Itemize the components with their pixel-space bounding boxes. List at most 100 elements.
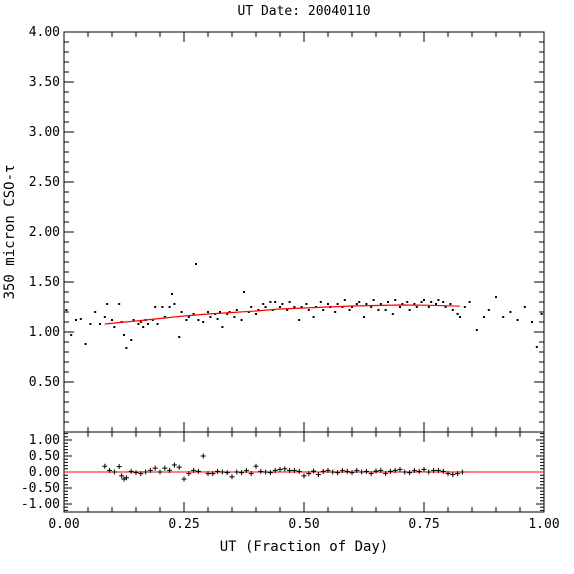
residual-point xyxy=(320,468,326,474)
residual-point xyxy=(335,470,341,476)
top-data-point xyxy=(531,321,533,323)
bottom-y-tick-label: -1.00 xyxy=(21,497,60,512)
residual-point xyxy=(200,453,206,459)
top-data-point xyxy=(65,309,68,311)
top-data-point xyxy=(516,319,519,321)
residual-point xyxy=(330,469,336,475)
top-data-point xyxy=(391,313,394,315)
top-data-point xyxy=(163,316,166,318)
bottom-ticks xyxy=(63,432,545,512)
residual-point xyxy=(224,470,230,476)
top-data-point xyxy=(137,323,140,325)
residual-point xyxy=(354,467,360,473)
residual-point xyxy=(445,471,451,477)
residual-point xyxy=(123,475,129,481)
top-data-point xyxy=(387,301,389,303)
top-data-point xyxy=(370,306,373,308)
top-y-tick-label: 0.50 xyxy=(29,375,60,390)
top-data-point xyxy=(274,301,277,303)
top-data-point xyxy=(540,313,543,315)
top-data-point xyxy=(427,306,430,308)
residual-point xyxy=(248,471,254,477)
residual-point xyxy=(171,462,177,468)
top-data-point xyxy=(195,263,197,265)
top-data-point xyxy=(343,299,346,301)
x-tick-label: 0.00 xyxy=(48,517,79,532)
chart-title: UT Date: 20040110 xyxy=(237,4,370,19)
x-tick-label: 0.75 xyxy=(408,517,439,532)
residual-point xyxy=(459,469,465,475)
residual-point xyxy=(378,467,384,473)
top-data-point xyxy=(444,306,447,308)
top-data-point xyxy=(197,319,200,321)
top-y-tick-label: 2.50 xyxy=(29,175,60,190)
top-data-point xyxy=(171,293,173,295)
top-data-point xyxy=(394,299,397,301)
residual-point xyxy=(315,472,321,478)
top-data-point xyxy=(406,301,409,303)
residual-point xyxy=(176,464,182,470)
top-ticks xyxy=(63,31,545,433)
top-y-tick-label: 2.00 xyxy=(29,225,60,240)
residual-point xyxy=(455,471,461,477)
top-data-point xyxy=(451,309,454,311)
top-data-point xyxy=(240,319,243,321)
residual-point xyxy=(344,468,350,474)
top-data-point xyxy=(336,303,339,305)
residual-point xyxy=(440,468,446,474)
top-data-point xyxy=(442,301,445,303)
x-tick-label: 0.50 xyxy=(288,517,319,532)
top-y-tick-label: 3.00 xyxy=(29,125,60,140)
x-tick-label: 1.00 xyxy=(528,517,559,532)
residual-point xyxy=(287,467,293,473)
residual-point xyxy=(431,467,437,473)
bottom-panel: UT (Fraction of Day) -1.00-0.500.000.501… xyxy=(21,431,560,555)
residual-point xyxy=(282,466,288,472)
top-data-point xyxy=(487,309,490,311)
top-data-point xyxy=(180,311,183,313)
top-plot-frame xyxy=(63,31,545,433)
top-y-tick-label: 1.00 xyxy=(29,325,60,340)
residual-point xyxy=(143,469,149,475)
top-data-point xyxy=(279,306,281,308)
y-axis-label: 350 micron CSO-τ xyxy=(2,165,18,300)
top-tick-labels: 1.00 1.50 2.00 2.50 3.00 3.50 4.00 0.50 xyxy=(29,25,60,390)
residual-point xyxy=(373,468,379,474)
top-data-point xyxy=(399,306,401,308)
bottom-y-tick-label: 0.50 xyxy=(29,449,60,464)
top-data-point xyxy=(355,303,358,305)
top-data-point xyxy=(89,323,92,325)
top-data-point xyxy=(103,316,106,318)
top-data-point xyxy=(185,319,188,321)
top-data-point xyxy=(351,306,353,308)
top-data-point xyxy=(187,316,190,318)
top-data-point xyxy=(243,291,245,293)
top-data-point xyxy=(228,311,231,313)
residual-point xyxy=(128,468,134,474)
residual-point xyxy=(186,471,192,477)
residual-point xyxy=(296,468,302,474)
top-data-point xyxy=(219,311,221,313)
top-data-point xyxy=(79,318,82,320)
top-data-point xyxy=(463,306,466,308)
top-data-point xyxy=(154,306,157,308)
residual-point xyxy=(219,469,225,475)
residual-point xyxy=(277,466,283,472)
residual-point xyxy=(191,467,197,473)
top-data-point xyxy=(408,309,411,311)
top-data-point xyxy=(235,309,238,311)
residual-point xyxy=(387,468,393,474)
top-data-point xyxy=(468,301,471,303)
top-data-point xyxy=(293,306,296,308)
fit-line xyxy=(104,304,461,325)
top-data-point xyxy=(437,299,440,301)
top-data-point xyxy=(307,309,310,311)
residual-point xyxy=(272,467,278,473)
top-data-point xyxy=(123,334,125,336)
residual-point xyxy=(152,465,158,471)
top-data-point xyxy=(300,306,303,308)
residual-point xyxy=(234,469,240,475)
residual-point xyxy=(426,469,432,475)
bottom-y-tick-label: -0.50 xyxy=(21,481,60,496)
residual-point xyxy=(243,467,249,473)
